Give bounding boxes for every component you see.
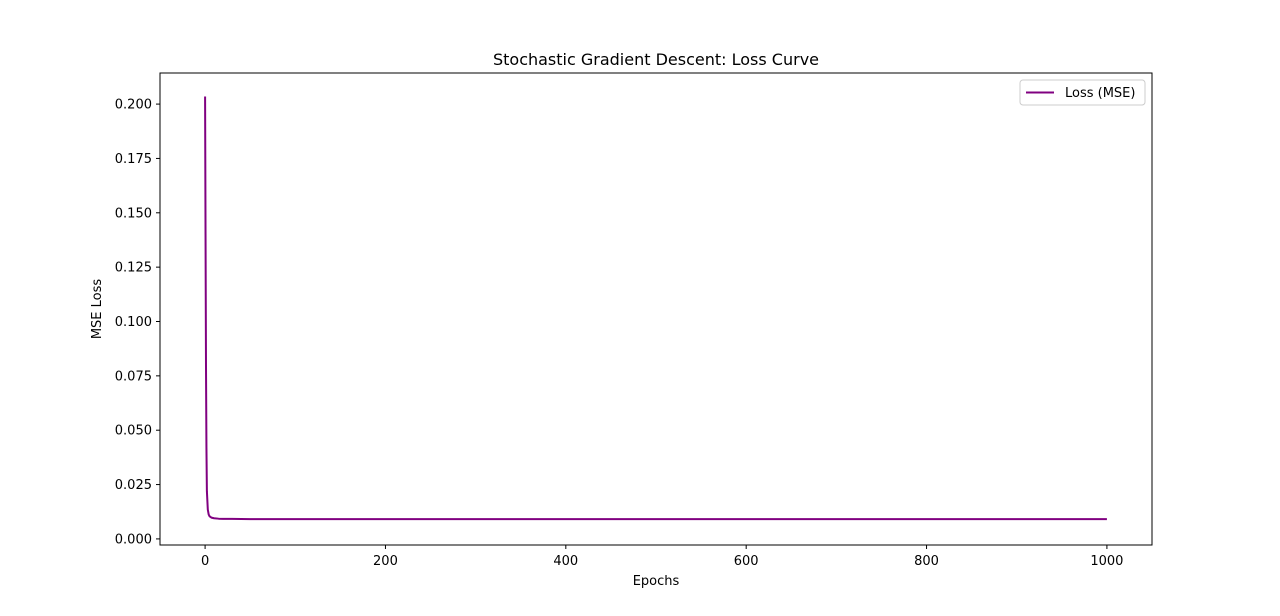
y-tick-label: 0.125 [115, 261, 152, 276]
x-tick-label: 600 [734, 554, 759, 569]
y-tick-label: 0.175 [115, 152, 152, 167]
y-axis-label: MSE Loss [90, 279, 105, 340]
chart-title: Stochastic Gradient Descent: Loss Curve [493, 50, 819, 69]
plot-frame [159, 72, 1153, 546]
x-tick-label: 800 [914, 554, 939, 569]
y-axis-ticks: 0.000 0.025 0.050 0.075 0.100 0.125 0.150 0.175… [115, 98, 160, 547]
y-tick-label: 0.150 [115, 206, 152, 221]
legend-label: Loss (MSE) [1065, 86, 1135, 101]
y-tick-label: 0.000 [115, 532, 152, 547]
legend-box [1019, 79, 1146, 106]
y-tick-label: 0.200 [115, 98, 152, 113]
x-tick-label: 0 [201, 554, 209, 569]
x-axis-ticks: 0 200 400 600 800 1000 [201, 545, 1123, 569]
y-tick-label: 0.050 [115, 424, 152, 439]
plot-background [160, 73, 1152, 545]
y-tick-label: 0.075 [115, 369, 152, 384]
x-tick-label: 200 [373, 554, 398, 569]
y-tick-label: 0.100 [115, 315, 152, 330]
series-line-loss-mse [204, 96, 1107, 521]
x-tick-label: 400 [553, 554, 578, 569]
x-axis-label: Epochs [633, 574, 680, 589]
y-tick-label: 0.025 [115, 478, 152, 493]
legend: Loss (MSE) [1019, 79, 1146, 106]
plot-area: 0 200 400 600 800 1000 0.0000.0250.0500.0750.… [115, 72, 1153, 569]
series-layer [204, 96, 1107, 521]
x-tick-label: 1000 [1090, 554, 1123, 569]
